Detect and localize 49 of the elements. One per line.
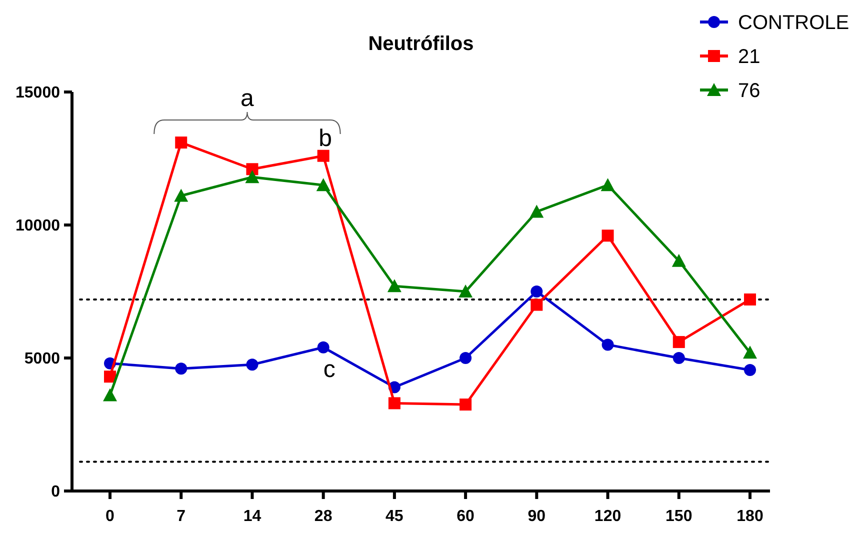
point bbox=[530, 204, 544, 218]
point bbox=[246, 358, 258, 371]
point bbox=[744, 364, 756, 376]
point bbox=[103, 388, 117, 402]
point bbox=[530, 286, 543, 298]
point bbox=[600, 178, 615, 192]
point bbox=[460, 352, 472, 364]
point bbox=[672, 254, 686, 267]
point bbox=[458, 284, 473, 298]
annotation: c bbox=[323, 356, 336, 383]
point bbox=[672, 352, 685, 364]
point bbox=[175, 136, 188, 149]
x-tick-label: 45 bbox=[386, 508, 404, 525]
x-tick-label: 120 bbox=[594, 508, 622, 525]
point bbox=[175, 362, 188, 375]
x-tick-label: 180 bbox=[736, 508, 764, 525]
x-tick-label: 150 bbox=[666, 508, 692, 525]
point bbox=[317, 341, 330, 354]
point bbox=[460, 398, 472, 411]
annotation: b bbox=[318, 125, 332, 152]
point bbox=[245, 170, 260, 184]
point bbox=[744, 293, 756, 306]
x-tick-label: 7 bbox=[176, 508, 186, 525]
legend-label: 21 bbox=[738, 46, 760, 68]
point bbox=[530, 298, 543, 311]
point bbox=[602, 230, 614, 242]
point bbox=[388, 397, 400, 410]
point bbox=[602, 338, 614, 351]
y-tick-label: 0 bbox=[51, 484, 60, 501]
y-tick-label: 10000 bbox=[16, 218, 60, 235]
y-tick-label: 5000 bbox=[24, 350, 60, 368]
point bbox=[316, 178, 330, 192]
point bbox=[672, 336, 685, 348]
point bbox=[246, 163, 258, 176]
x-tick-label: 14 bbox=[243, 508, 262, 525]
point bbox=[104, 370, 116, 383]
point bbox=[174, 188, 188, 202]
point bbox=[317, 150, 330, 162]
legend-label: CONTROLE bbox=[738, 12, 850, 34]
legend-label: 76 bbox=[738, 80, 760, 102]
point bbox=[743, 346, 757, 359]
annotation: a bbox=[240, 85, 255, 112]
chart-title: Neutrófilos bbox=[368, 33, 474, 55]
x-tick-label: 60 bbox=[456, 508, 475, 525]
x-tick-label: 90 bbox=[528, 508, 546, 525]
x-tick-label: 28 bbox=[314, 508, 332, 525]
x-tick-label: 0 bbox=[106, 508, 115, 525]
y-tick-label: 15000 bbox=[16, 84, 60, 102]
point bbox=[387, 279, 402, 292]
